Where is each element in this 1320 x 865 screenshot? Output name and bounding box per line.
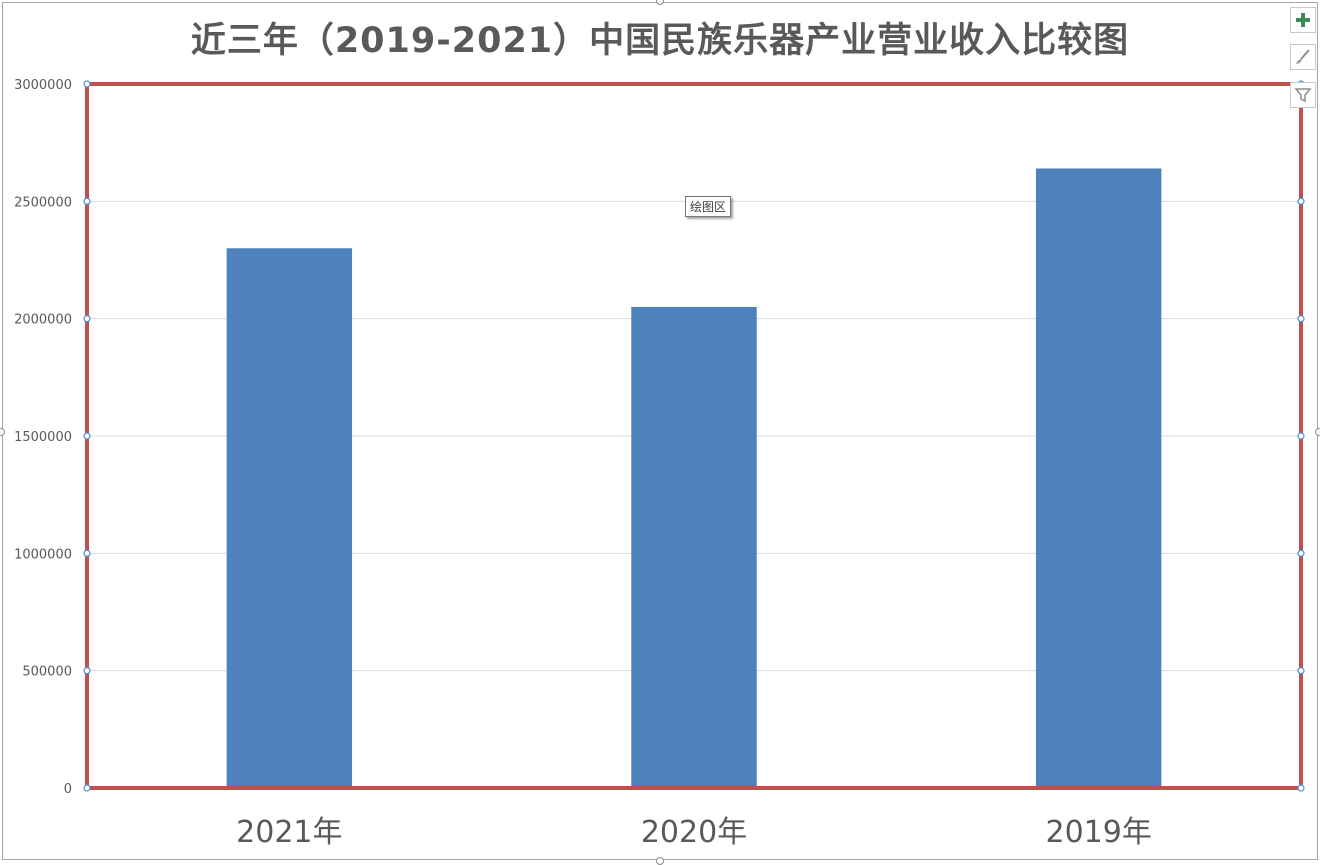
plot-area-handle[interactable] (1297, 315, 1305, 323)
brush-icon (1296, 49, 1310, 64)
plot-area-selection-handles (83, 80, 1305, 792)
chart-area-handle-right[interactable] (1315, 428, 1320, 436)
chart-elements-button[interactable] (1290, 7, 1316, 33)
y-tick-label: 2500000 (14, 195, 72, 210)
plot-area-handle[interactable] (1297, 667, 1305, 675)
plot-area-handle[interactable] (83, 432, 91, 440)
x-axis-labels: 2021年 2020年 2019年 (236, 815, 1152, 850)
chart-filters-button[interactable] (1290, 82, 1316, 108)
chart-styles-button[interactable] (1290, 44, 1316, 70)
plot-area-handle[interactable] (83, 315, 91, 323)
plot-area-handle[interactable] (83, 784, 91, 792)
y-tick-label: 2000000 (14, 313, 72, 328)
bars (226, 168, 1162, 789)
plot-area-handle[interactable] (1297, 549, 1305, 557)
bar[interactable] (631, 306, 757, 788)
chart-title[interactable]: 近三年（2019-2021）中国民族乐器产业营业收入比较图 (190, 21, 1130, 61)
plot-area-tooltip: 绘图区 (685, 196, 732, 217)
bar[interactable] (1035, 168, 1162, 789)
plot-area-handle[interactable] (83, 667, 91, 675)
plot-area-handle[interactable] (1297, 784, 1305, 792)
x-tick-label: 2019年 (1045, 815, 1151, 850)
filter-icon (1294, 88, 1312, 103)
plot-area-handle[interactable] (1297, 432, 1305, 440)
y-tick-label: 1000000 (14, 547, 72, 562)
x-tick-label: 2021年 (236, 815, 342, 850)
x-tick-label: 2020年 (641, 815, 747, 850)
y-tick-label: 0 (64, 782, 72, 797)
y-tick-label: 1500000 (14, 430, 72, 445)
plot-area-handle[interactable] (83, 80, 91, 88)
plot-area-handle[interactable] (83, 197, 91, 205)
plot-area-handle[interactable] (83, 549, 91, 557)
y-tick-label: 500000 (22, 665, 72, 680)
chart-area-handle-left[interactable] (0, 428, 5, 436)
plot-area-handle[interactable] (1297, 197, 1305, 205)
plus-icon (1296, 13, 1310, 27)
chart-area-handle-top[interactable] (656, 0, 664, 5)
y-tick-label: 3000000 (14, 78, 72, 93)
bar[interactable] (226, 248, 353, 788)
y-axis-labels: 0 500000 1000000 1500000 2000000 2500000 30000… (14, 78, 72, 797)
chart-area-handle-bottom[interactable] (656, 857, 664, 865)
